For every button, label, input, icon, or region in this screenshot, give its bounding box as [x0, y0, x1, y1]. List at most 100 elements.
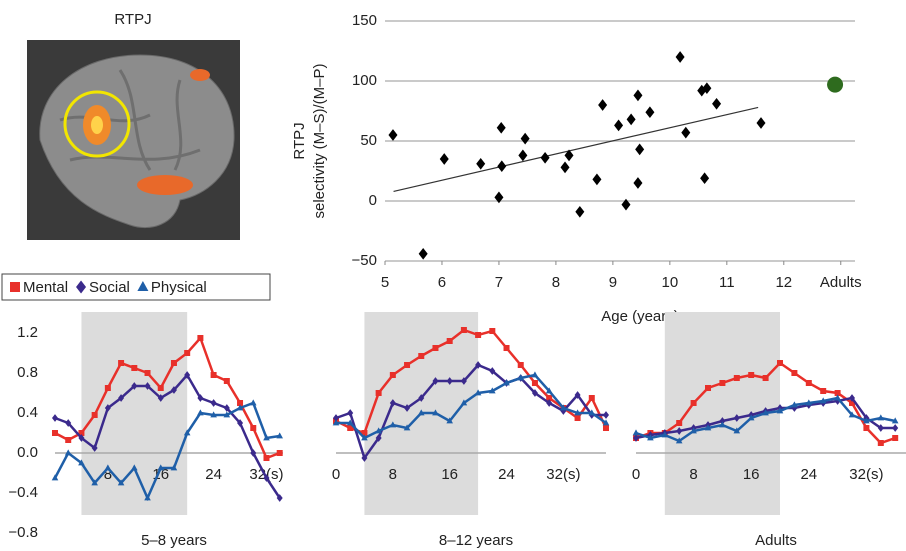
- marker: [263, 455, 269, 461]
- marker: [700, 172, 709, 184]
- marker: [820, 388, 826, 394]
- marker: [734, 375, 740, 381]
- panel-title: Adults: [755, 532, 797, 549]
- marker: [575, 206, 584, 218]
- marker: [440, 153, 449, 165]
- y-tick-label: 1.2: [17, 324, 38, 341]
- marker: [250, 425, 256, 431]
- marker: [757, 117, 766, 129]
- marker: [476, 158, 485, 170]
- marker: [777, 360, 783, 366]
- marker: [691, 400, 697, 406]
- y-tick-label: 150: [352, 12, 377, 29]
- x-tick-label: 8: [552, 274, 560, 291]
- y-tick-label: 0: [369, 192, 377, 209]
- marker: [497, 160, 506, 172]
- marker: [211, 399, 217, 407]
- marker: [184, 350, 190, 356]
- marker: [676, 420, 682, 426]
- marker: [633, 90, 642, 102]
- marker: [224, 378, 230, 384]
- y-axis-label: RTPJ: [291, 122, 308, 159]
- activation-core: [91, 116, 103, 134]
- marker: [432, 345, 438, 351]
- marker: [791, 370, 797, 376]
- marker: [748, 372, 754, 378]
- marker: [52, 430, 58, 436]
- panel-title: 8–12 years: [439, 532, 513, 549]
- x-tick-label: 24: [205, 466, 222, 483]
- marker: [532, 380, 538, 386]
- x-tick-label: 8: [689, 466, 697, 483]
- marker: [575, 415, 581, 421]
- x-tick-label: Adults: [820, 274, 862, 291]
- x-tick-label: 10: [662, 274, 679, 291]
- marker: [633, 177, 642, 189]
- marker: [763, 375, 769, 381]
- marker: [878, 440, 884, 446]
- x-tick-label: 16: [441, 466, 458, 483]
- legend-label: Social: [89, 279, 130, 296]
- marker: [489, 328, 495, 334]
- marker: [10, 282, 20, 292]
- marker: [418, 353, 424, 359]
- marker: [518, 150, 527, 162]
- marker: [65, 437, 71, 443]
- marker: [475, 332, 481, 338]
- marker: [388, 129, 397, 141]
- marker: [719, 380, 725, 386]
- marker: [390, 372, 396, 378]
- marker: [137, 281, 148, 291]
- marker: [592, 174, 601, 186]
- marker: [497, 122, 506, 134]
- y-tick-label: 0.0: [17, 444, 38, 461]
- marker: [376, 390, 382, 396]
- panel-title: 5–8 years: [141, 532, 207, 549]
- marker: [518, 362, 524, 368]
- marker: [806, 380, 812, 386]
- marker: [277, 450, 283, 456]
- marker: [447, 338, 453, 344]
- marker: [461, 327, 467, 333]
- marker: [419, 248, 428, 260]
- marker: [589, 395, 595, 401]
- marker: [197, 335, 203, 341]
- x-tick-label: 8: [389, 466, 397, 483]
- marker: [561, 162, 570, 174]
- x-tick-label: 32(s): [849, 466, 883, 483]
- x-tick-label: 12: [775, 274, 792, 291]
- marker: [627, 114, 636, 126]
- marker: [598, 99, 607, 111]
- marker: [52, 414, 58, 422]
- marker: [76, 281, 86, 294]
- marker: [712, 98, 721, 110]
- marker: [676, 51, 685, 63]
- marker: [118, 360, 124, 366]
- marker: [211, 372, 217, 378]
- legend-label: Mental: [23, 279, 68, 296]
- x-tick-label: 0: [332, 466, 340, 483]
- marker: [603, 411, 609, 419]
- x-tick-label: 16: [743, 466, 760, 483]
- marker: [827, 77, 843, 93]
- marker: [105, 385, 111, 391]
- activation: [137, 175, 193, 195]
- brain-image: [27, 40, 240, 240]
- y-tick-label: 50: [360, 132, 377, 149]
- marker: [705, 385, 711, 391]
- marker: [541, 152, 550, 164]
- figure: RTPJ −5005010015056789101112AdultsAge (y…: [0, 0, 906, 551]
- x-tick-label: 0: [632, 466, 640, 483]
- marker: [614, 120, 623, 132]
- marker: [504, 345, 510, 351]
- marker: [145, 370, 151, 376]
- y-axis-label: selectivity (M–S)/(M–P): [311, 63, 328, 218]
- x-tick-label: 5: [381, 274, 389, 291]
- marker: [250, 399, 257, 405]
- x-tick-label: 32(s): [546, 466, 580, 483]
- marker: [863, 425, 869, 431]
- legend-label: Physical: [151, 279, 207, 296]
- marker: [603, 425, 609, 431]
- marker: [131, 365, 137, 371]
- marker: [681, 127, 690, 139]
